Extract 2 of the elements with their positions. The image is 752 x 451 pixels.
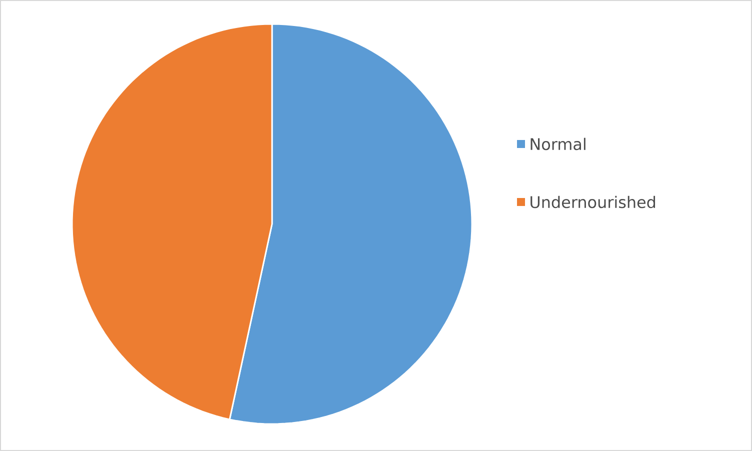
legend-label: Undernourished [530,196,656,208]
legend-label: Normal [530,138,586,150]
